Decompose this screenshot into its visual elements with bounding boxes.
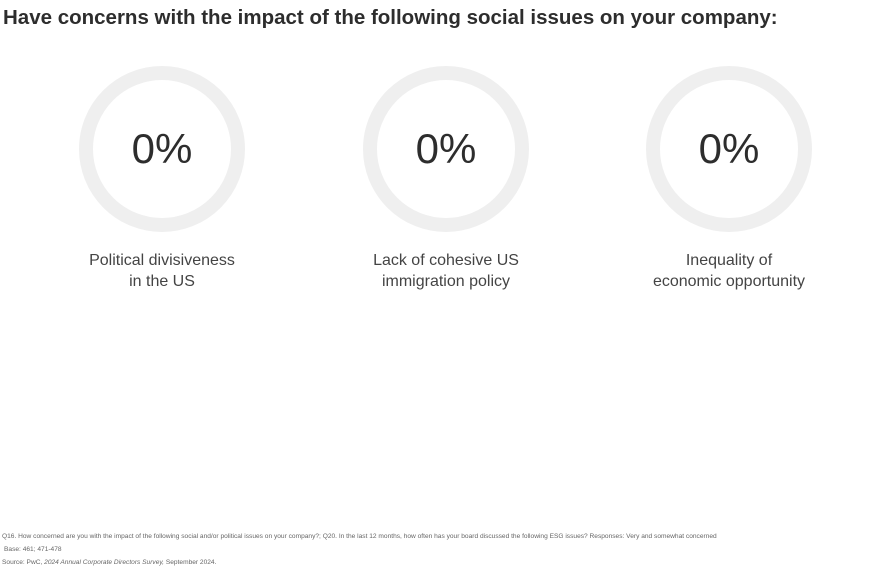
footnote-question: Q16. How concerned are you with the impa… <box>2 533 717 540</box>
stat-label: Political divisiveness in the US <box>89 252 235 290</box>
stat-value: 0% <box>698 125 760 172</box>
stat-label: Lack of cohesive US immigration policy <box>373 252 519 290</box>
page-title: Have concerns with the impact of the fol… <box>3 6 778 29</box>
stat-value: 0% <box>415 125 477 172</box>
stat-economic-inequality: 0% Inequality of economic opportunity <box>609 66 849 292</box>
donut-ring: 0% <box>646 66 812 232</box>
stat-value: 0% <box>131 125 193 172</box>
ring-track <box>363 66 529 232</box>
donut-ring: 0% <box>79 66 245 232</box>
ring-track <box>79 66 245 232</box>
footnote-source: Source: PwC, 2024 Annual Corporate Direc… <box>2 559 217 566</box>
stat-political-divisiveness: 0% Political divisiveness in the US <box>42 66 282 292</box>
ring-track <box>646 66 812 232</box>
footnote-base: Base: 461; 471-478 <box>4 546 62 553</box>
stat-immigration-policy: 0% Lack of cohesive US immigration policy <box>326 66 566 292</box>
stat-label: Inequality of economic opportunity <box>652 252 806 290</box>
donut-ring: 0% <box>363 66 529 232</box>
